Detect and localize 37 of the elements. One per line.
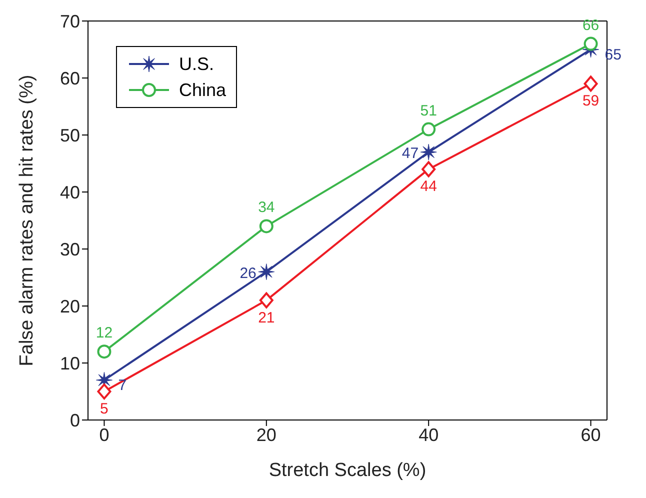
y-axis-title: False alarm rates and hit rates (%) (16, 74, 38, 366)
point (422, 161, 436, 178)
point (584, 36, 598, 51)
data-label: 21 (258, 309, 275, 326)
x-tick-label: 0 (99, 424, 110, 445)
point (422, 122, 436, 136)
legend-label: U.S. (179, 54, 214, 74)
y-tick-label: 30 (60, 239, 80, 260)
x-axis-title: Stretch Scales (%) (268, 460, 426, 481)
point (258, 264, 275, 280)
data-label: 47 (402, 145, 419, 162)
data-label: 7 (118, 377, 127, 394)
x-tick-label: 40 (418, 424, 439, 445)
y-tick-label: 60 (60, 68, 80, 88)
point (97, 384, 112, 400)
y-tick-label: 40 (60, 182, 80, 202)
data-label: 66 (582, 16, 600, 34)
legend-label: China (179, 80, 226, 100)
y-tick-label: 20 (60, 296, 80, 316)
point (259, 292, 274, 308)
point (420, 144, 437, 160)
x-tick-label: 20 (256, 424, 276, 445)
y-tick-label: 0 (70, 410, 80, 430)
y-tick-label: 70 (60, 11, 80, 32)
data-label: 51 (420, 102, 437, 120)
x-tick-label: 60 (580, 424, 601, 445)
data-label: 34 (258, 199, 275, 216)
y-tick-label: 10 (60, 353, 80, 374)
data-label: 44 (420, 178, 437, 196)
data-label: 59 (582, 92, 600, 110)
y-tick-label: 50 (60, 125, 80, 146)
data-label: 26 (240, 264, 256, 282)
data-label: 5 (100, 400, 108, 418)
data-label: 12 (96, 324, 113, 342)
point (584, 76, 598, 92)
point (259, 219, 274, 234)
point (97, 344, 112, 359)
